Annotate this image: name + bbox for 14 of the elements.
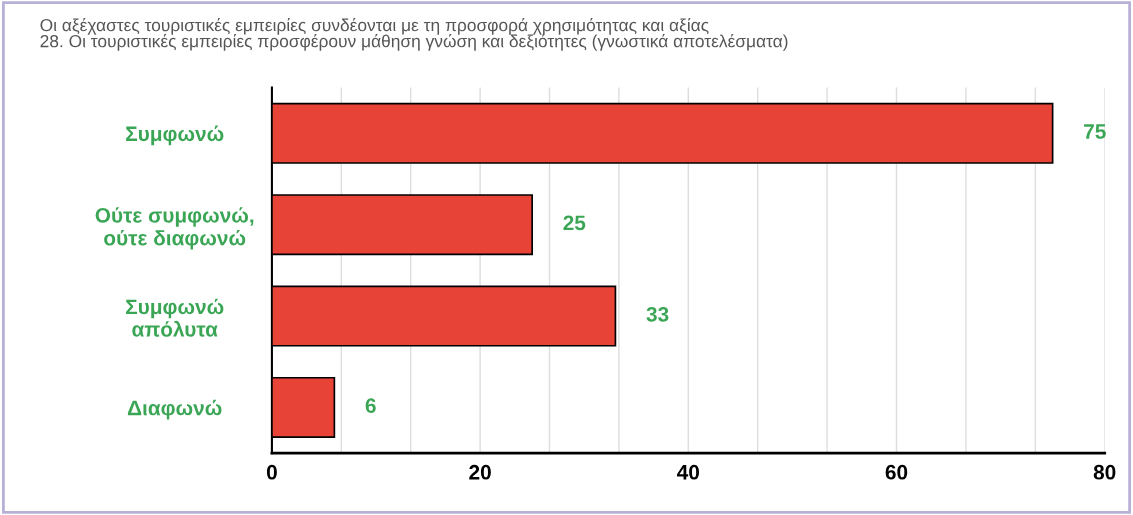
data-label: 75 (1084, 124, 1106, 139)
y-tick-label: Συμφωνώ (126, 125, 224, 146)
y-tick-label: Διαφωνώ (127, 399, 222, 420)
y-tick-label: Συμφωνώ απόλυτα (126, 298, 224, 337)
x-tick-label: 20 (469, 464, 491, 480)
x-tick-label: 60 (885, 464, 908, 480)
x-tick-label: 0 (266, 464, 277, 480)
y-tick-label: Ούτε συμφωνώ, ούτε διαφωνώ (95, 207, 254, 250)
x-tick-label: 40 (677, 464, 700, 480)
data-label: 25 (563, 215, 586, 231)
x-tick-label: 80 (1093, 464, 1116, 480)
chart-title: Οι αξέχαστες τουριστικές εμπειρίες συνδέονται με τη προσφορά χρησιμότητας και αξίας 28. Οι τουριστικές εμπειρίες προσφέρουν μάθηση γνώση και δεξιότητες (γνωστικά αποτελέσματα) (40, 18, 788, 51)
data-label: 6 (365, 398, 376, 414)
data-label: 33 (646, 306, 669, 322)
